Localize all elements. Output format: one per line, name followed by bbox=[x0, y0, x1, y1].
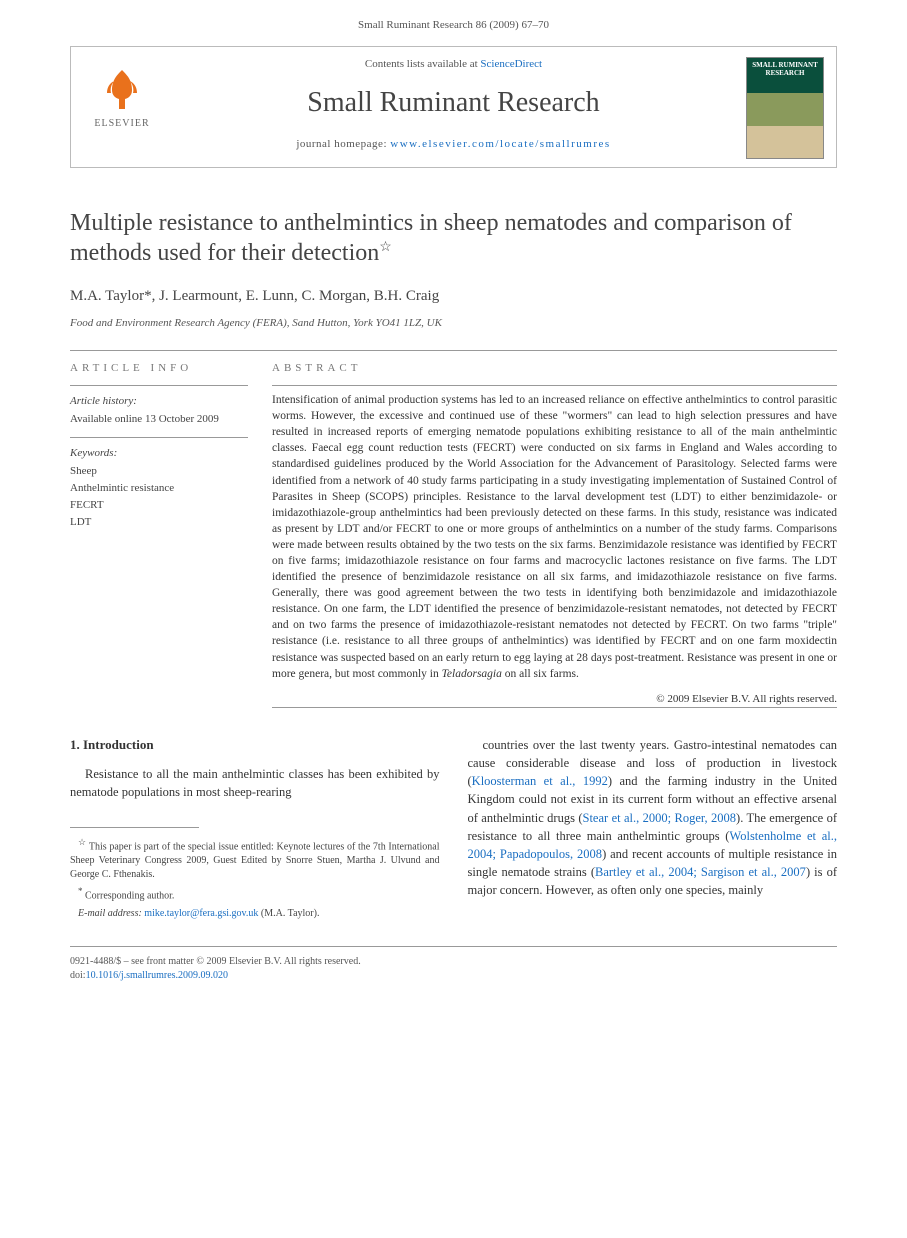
left-column: 1. Introduction Resistance to all the ma… bbox=[70, 736, 440, 924]
corresponding-author-footnote: * Corresponding author. bbox=[70, 885, 440, 903]
keyword: FECRT bbox=[70, 498, 248, 514]
publisher-name: ELSEVIER bbox=[94, 117, 149, 132]
doi-label: doi: bbox=[70, 970, 86, 981]
keywords-block: Keywords: Sheep Anthelmintic resistance … bbox=[70, 438, 248, 540]
keyword: Sheep bbox=[70, 464, 248, 480]
intro-paragraph-left: Resistance to all the main anthelmintic … bbox=[70, 765, 440, 801]
doi-link[interactable]: 10.1016/j.smallrumres.2009.09.020 bbox=[86, 970, 229, 981]
article-title-text: Multiple resistance to anthelmintics in … bbox=[70, 210, 792, 266]
abstract-heading: ABSTRACT bbox=[272, 351, 837, 385]
footnote-star-icon: ☆ bbox=[78, 837, 86, 847]
keyword: LDT bbox=[70, 515, 248, 531]
contents-prefix: Contents lists available at bbox=[365, 58, 480, 70]
right-column: countries over the last twenty years. Ga… bbox=[468, 736, 838, 924]
citation-link[interactable]: Kloosterman et al., 1992 bbox=[472, 774, 608, 788]
history-label: Article history: bbox=[70, 394, 248, 410]
email-author-name: (M.A. Taylor). bbox=[261, 908, 320, 919]
article-history-block: Article history: Available online 13 Oct… bbox=[70, 386, 248, 437]
sciencedirect-link[interactable]: ScienceDirect bbox=[480, 58, 542, 70]
authors-line: M.A. Taylor*, J. Learmount, E. Lunn, C. … bbox=[70, 286, 837, 308]
issn-copyright-line: 0921-4488/$ – see front matter © 2009 El… bbox=[70, 955, 837, 969]
intro-paragraph-right: countries over the last twenty years. Ga… bbox=[468, 736, 838, 899]
divider bbox=[272, 707, 837, 708]
abstract-tail: on all six farms. bbox=[502, 668, 579, 680]
title-note-marker: ☆ bbox=[379, 240, 392, 255]
page-footer: 0921-4488/$ – see front matter © 2009 El… bbox=[70, 947, 837, 983]
body-columns: 1. Introduction Resistance to all the ma… bbox=[70, 736, 837, 924]
article-info-heading: ARTICLE INFO bbox=[70, 351, 248, 385]
footnote-divider bbox=[70, 827, 199, 828]
contents-available-line: Contents lists available at ScienceDirec… bbox=[181, 57, 726, 73]
special-issue-text: This paper is part of the special issue … bbox=[70, 842, 440, 880]
corr-author-label: Corresponding author. bbox=[85, 890, 174, 901]
citation-link[interactable]: Bartley et al., 2004; Sargison et al., 2… bbox=[595, 865, 806, 879]
cover-title: SMALL RUMINANT RESEARCH bbox=[751, 62, 819, 77]
journal-cover-thumbnail: SMALL RUMINANT RESEARCH bbox=[746, 57, 824, 159]
special-issue-footnote: ☆ This paper is part of the special issu… bbox=[70, 836, 440, 881]
publisher-logo: ELSEVIER bbox=[83, 59, 161, 137]
abstract-text: Intensification of animal production sys… bbox=[272, 386, 837, 707]
citation-link[interactable]: Stear et al., 2000; Roger, 2008 bbox=[583, 811, 737, 825]
elsevier-tree-icon bbox=[97, 65, 147, 115]
keywords-label: Keywords: bbox=[70, 446, 248, 462]
email-footnote: E-mail address: mike.taylor@fera.gsi.gov… bbox=[70, 907, 440, 921]
running-head: Small Ruminant Research 86 (2009) 67–70 bbox=[0, 0, 907, 46]
page-footer-wrap: 0921-4488/$ – see front matter © 2009 El… bbox=[70, 946, 837, 983]
available-online-date: Available online 13 October 2009 bbox=[70, 412, 248, 428]
journal-homepage-line: journal homepage: www.elsevier.com/locat… bbox=[181, 137, 726, 153]
homepage-link[interactable]: www.elsevier.com/locate/smallrumres bbox=[390, 138, 610, 150]
abstract-copyright: © 2009 Elsevier B.V. All rights reserved… bbox=[272, 688, 837, 707]
info-abstract-row: ARTICLE INFO Article history: Available … bbox=[70, 351, 837, 708]
article-title: Multiple resistance to anthelmintics in … bbox=[70, 208, 837, 268]
genus-name: Teladorsagia bbox=[442, 668, 502, 680]
abstract-column: ABSTRACT Intensification of animal produ… bbox=[272, 351, 837, 708]
journal-title: Small Ruminant Research bbox=[181, 83, 726, 124]
abstract-body: Intensification of animal production sys… bbox=[272, 394, 837, 680]
doi-line: doi:10.1016/j.smallrumres.2009.09.020 bbox=[70, 969, 837, 983]
article-info-column: ARTICLE INFO Article history: Available … bbox=[70, 351, 248, 708]
author-email-link[interactable]: mike.taylor@fera.gsi.gov.uk bbox=[144, 908, 258, 919]
footnote-asterisk-icon: * bbox=[78, 886, 83, 896]
homepage-prefix: journal homepage: bbox=[296, 138, 390, 150]
email-label: E-mail address: bbox=[78, 908, 142, 919]
keyword: Anthelmintic resistance bbox=[70, 481, 248, 497]
footnotes: ☆ This paper is part of the special issu… bbox=[70, 836, 440, 920]
section-heading-intro: 1. Introduction bbox=[70, 736, 440, 755]
affiliation: Food and Environment Research Agency (FE… bbox=[70, 316, 837, 332]
journal-header-box: ELSEVIER SMALL RUMINANT RESEARCH Content… bbox=[70, 46, 837, 168]
